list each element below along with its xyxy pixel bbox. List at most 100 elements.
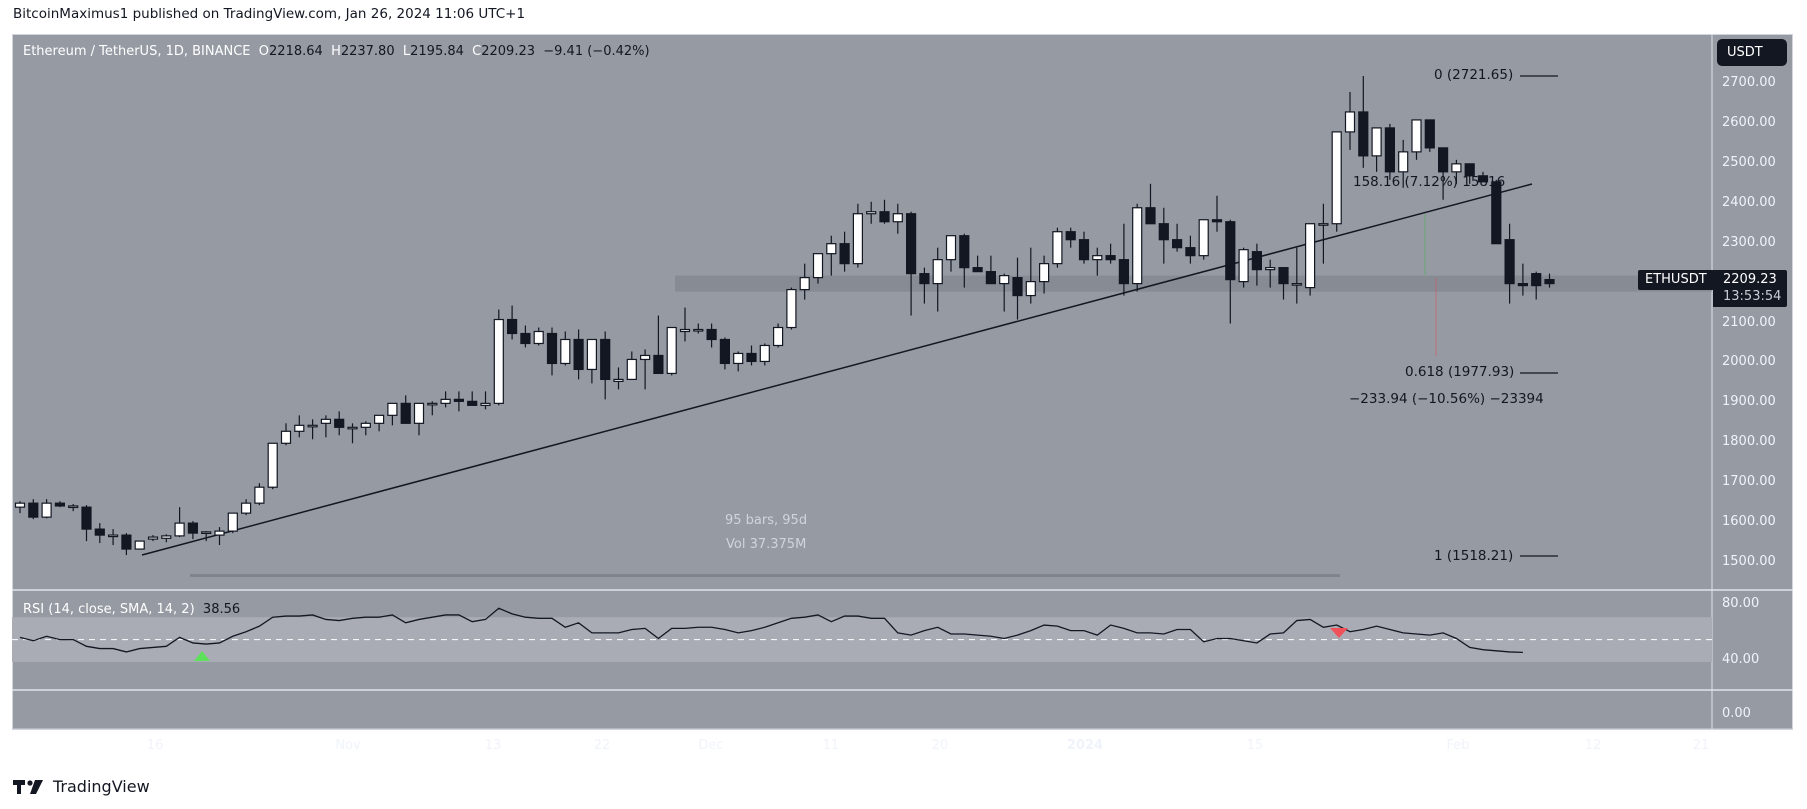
candle-body (1398, 151, 1409, 173)
price-tick: 2600.00 (1722, 114, 1776, 130)
candle-body (54, 502, 66, 507)
tradingview-brand: TradingView (53, 777, 150, 796)
candle-body (733, 352, 744, 365)
candle-body (679, 328, 691, 333)
support-zone (675, 275, 1712, 292)
tradingview-logo[interactable]: TradingView (13, 777, 150, 796)
candle-body (480, 402, 491, 406)
candle-body (1065, 231, 1076, 241)
candle-body (1198, 219, 1209, 257)
candle-body (1504, 239, 1515, 285)
candle-body (1331, 131, 1342, 225)
high-value: 2237.80 (340, 44, 395, 59)
candle-body (1145, 207, 1156, 225)
price-tick: 2400.00 (1722, 194, 1776, 210)
candle-body (1451, 163, 1462, 173)
currency-button[interactable]: USDT (1717, 39, 1787, 66)
candle-body (573, 338, 584, 371)
candle-body (1038, 263, 1050, 283)
time-tick: 13 (484, 738, 502, 753)
tradingview-logo-icon (13, 779, 43, 794)
candle-body (174, 522, 185, 537)
time-tick: 22 (593, 738, 611, 753)
measure-down-label: −233.94 (−10.56%) −23394 (1349, 391, 1544, 407)
candle-body (320, 418, 331, 424)
candle-body (866, 211, 877, 215)
bars-count-label: 95 bars, 95d (725, 513, 808, 528)
candle-body (1012, 277, 1023, 297)
rsi-tick-40: 40.00 (1722, 652, 1760, 667)
candle-body (254, 486, 265, 504)
fib-level-1[interactable]: 1 (1518.21) (1434, 548, 1514, 564)
candle-body (1158, 223, 1169, 241)
chart-frame[interactable] (12, 34, 1793, 730)
price-tick: 1800.00 (1722, 434, 1776, 450)
change-value: −9.41 (−0.42%) (543, 44, 650, 59)
measure-up-label: 158.16 (7.12%) 15816 (1353, 174, 1506, 190)
candle-body (1225, 221, 1236, 281)
candle-body (121, 534, 132, 550)
candle-body (1517, 283, 1529, 287)
candle-body (440, 398, 451, 404)
buy-signal-icon (194, 651, 210, 661)
fib-level-0[interactable]: 0 (2721.65) (1434, 67, 1514, 83)
candle-body (1118, 259, 1130, 285)
candle-body (280, 430, 292, 444)
fib-level-0618[interactable]: 0.618 (1977.93) (1405, 364, 1515, 380)
candle-body (839, 243, 850, 265)
candle-body (294, 424, 305, 432)
candle-body (241, 502, 252, 514)
candle-body (400, 402, 411, 424)
candle-body (759, 344, 770, 363)
price-tick: 1900.00 (1722, 394, 1776, 410)
candle-body (1464, 163, 1475, 177)
time-tick: 2024 (1066, 738, 1104, 753)
candle-body (1078, 239, 1090, 261)
candle-body (14, 502, 26, 508)
candle-body (1251, 251, 1263, 271)
time-tick: 20 (931, 738, 949, 753)
ascending-trendline (141, 183, 1533, 556)
candle-body (600, 338, 611, 381)
candle-body (1358, 111, 1369, 157)
candle-body (1424, 119, 1435, 149)
candle-body (134, 540, 145, 550)
candle-body (772, 326, 784, 347)
candle-body (653, 354, 664, 375)
price-tick: 2300.00 (1722, 234, 1776, 250)
close-value: 2209.23 (481, 44, 535, 59)
symbol-title[interactable]: Ethereum / TetherUS, 1D, BINANCE (23, 44, 251, 59)
candle-body (533, 330, 544, 345)
candle-body (1384, 127, 1396, 173)
candle-body (520, 332, 531, 345)
time-tick: Nov (335, 738, 361, 753)
candle-body (879, 211, 890, 223)
candle-body (1304, 223, 1316, 289)
candle-body (28, 502, 39, 518)
candle-body (147, 536, 159, 540)
candle-body (1437, 147, 1449, 173)
candle-body (666, 326, 677, 375)
candle-body (81, 506, 92, 530)
price-tick: 1600.00 (1722, 514, 1776, 530)
candle-body (493, 318, 504, 404)
candle-body (1025, 281, 1036, 297)
price-tick: 1500.00 (1722, 554, 1776, 570)
candle-body (413, 402, 425, 424)
candle-body (1344, 111, 1356, 133)
candle-body (799, 277, 810, 291)
price-tick: 2700.00 (1722, 75, 1776, 90)
candle-body (427, 402, 438, 406)
candle-body (546, 332, 558, 365)
rsi-legend[interactable]: RSI (14, close, SMA, 14, 2) 38.56 (23, 602, 240, 617)
candle-body (187, 522, 198, 534)
candle-body (932, 259, 943, 285)
candle-body (347, 426, 358, 430)
candle-body (639, 354, 651, 361)
candle-body (214, 530, 225, 536)
candle-body (626, 358, 637, 381)
time-tick: 21 (1692, 738, 1710, 753)
price-tick: 1700.00 (1722, 474, 1776, 490)
rsi-value: 38.56 (202, 602, 241, 617)
